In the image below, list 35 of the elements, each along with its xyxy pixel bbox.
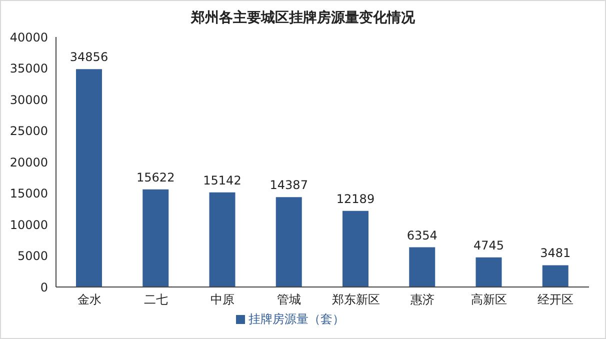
data-label: 4745 [473, 238, 504, 252]
y-tick-label: 40000 [10, 30, 48, 44]
y-tick-label: 5000 [17, 249, 48, 264]
data-label: 3481 [540, 246, 571, 260]
chart-title: 郑州各主要城区挂牌房源量变化情况 [190, 9, 416, 27]
y-tick-label: 0 [40, 280, 48, 294]
bar [342, 210, 368, 287]
bar [276, 197, 302, 287]
bar [476, 257, 502, 287]
y-tick-label: 10000 [10, 218, 48, 232]
data-label: 34856 [70, 50, 108, 64]
x-tick-label: 管城 [277, 292, 302, 307]
data-label: 15622 [136, 170, 175, 184]
x-tick-label: 金水 [77, 292, 102, 307]
y-tick-label: 35000 [10, 62, 48, 76]
x-tick-label: 惠济 [409, 292, 434, 307]
data-label: 12189 [336, 192, 375, 206]
bar [409, 247, 436, 287]
data-label: 6354 [406, 228, 438, 242]
y-tick-label: 25000 [10, 124, 48, 138]
y-tick-label: 30000 [10, 92, 48, 107]
bar [76, 69, 102, 287]
data-label: 15142 [203, 173, 242, 188]
x-tick-label: 高新区 [471, 292, 508, 307]
y-tick-label: 20000 [10, 155, 48, 170]
data-label: 14387 [270, 178, 308, 192]
x-tick-label: 二七 [144, 292, 168, 307]
y-tick-label: 15000 [10, 186, 48, 201]
x-tick-label: 郑东新区 [332, 292, 380, 307]
bar [209, 192, 236, 287]
x-tick-label: 中原 [210, 292, 235, 307]
legend-label: 挂牌房源量（套） [248, 312, 344, 326]
bar [142, 189, 169, 287]
x-tick-label: 经开区 [538, 292, 574, 307]
bar [542, 265, 568, 287]
